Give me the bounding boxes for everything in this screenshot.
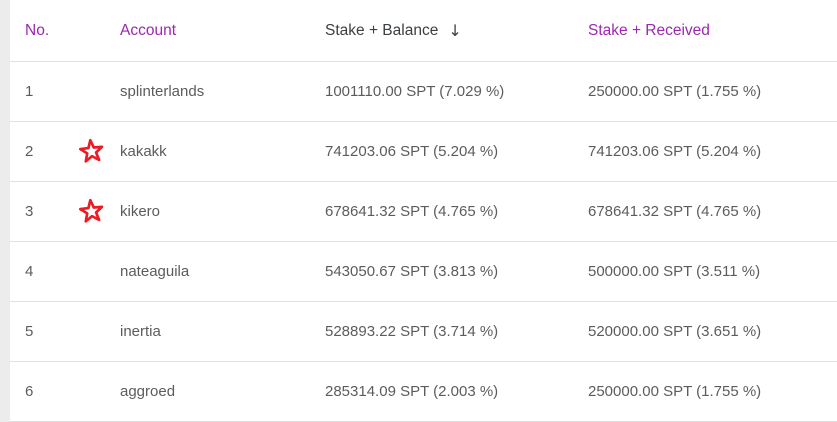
account-cell: splinterlands <box>120 83 205 100</box>
stake-received-cell: 678641.32 SPT (4.765 %) <box>588 203 762 220</box>
sort-descending-icon: ↓ <box>448 21 462 40</box>
rank-cell: 1 <box>25 83 34 100</box>
rank-cell: 5 <box>25 323 34 340</box>
stake-received-cell: 250000.00 SPT (1.755 %) <box>588 83 762 100</box>
stake-received-cell: 500000.00 SPT (3.511 %) <box>588 263 761 280</box>
rank-cell: 6 <box>25 383 34 400</box>
column-header-account[interactable]: Account <box>120 21 177 39</box>
account-cell: aggroed <box>120 383 176 400</box>
stake-balance-cell: 528893.22 SPT (3.714 %) <box>325 323 499 340</box>
table-row: 4 nateaguila 543050.67 SPT (3.813 %) 500… <box>10 242 837 302</box>
column-header-no[interactable]: No. <box>25 21 50 39</box>
rank-cell: 3 <box>25 203 34 220</box>
rank-cell: 4 <box>25 263 34 280</box>
star-cell <box>65 196 120 227</box>
table-row: 6 aggroed 285314.09 SPT (2.003 %) 250000… <box>10 362 837 422</box>
account-cell: kakakk <box>120 143 167 160</box>
favorite-star-icon[interactable] <box>74 194 108 228</box>
table-row: 3 kikero 678641.32 SPT (4.765 %) 678641.… <box>10 182 837 242</box>
stake-received-cell: 520000.00 SPT (3.651 %) <box>588 323 762 340</box>
stake-balance-cell: 678641.32 SPT (4.765 %) <box>325 203 499 220</box>
star-cell <box>65 136 120 167</box>
favorite-star-icon[interactable] <box>74 134 108 168</box>
table-row: 5 inertia 528893.22 SPT (3.714 %) 520000… <box>10 302 837 362</box>
column-header-stake-balance[interactable]: Stake + Balance ↓ <box>325 21 588 40</box>
stake-leaderboard-table: No. Account Stake + Balance ↓ Stake + Re… <box>10 0 837 422</box>
stake-balance-cell: 1001110.00 SPT (7.029 %) <box>325 83 505 100</box>
rank-cell: 2 <box>25 143 34 160</box>
account-cell: kikero <box>120 203 161 220</box>
table-row: 2 kakakk 741203.06 SPT (5.204 %) 741203.… <box>10 122 837 182</box>
stake-received-cell: 250000.00 SPT (1.755 %) <box>588 383 762 400</box>
stake-balance-header-label: Stake + Balance <box>325 21 439 39</box>
stake-balance-cell: 741203.06 SPT (5.204 %) <box>325 143 499 160</box>
account-cell: inertia <box>120 323 161 340</box>
stake-balance-cell: 285314.09 SPT (2.003 %) <box>325 383 499 400</box>
table-header-row: No. Account Stake + Balance ↓ Stake + Re… <box>10 0 837 62</box>
stake-received-cell: 741203.06 SPT (5.204 %) <box>588 143 762 160</box>
table-row: 1 splinterlands 1001110.00 SPT (7.029 %)… <box>10 62 837 122</box>
account-cell: nateaguila <box>120 263 190 280</box>
stake-balance-cell: 543050.67 SPT (3.813 %) <box>325 263 499 280</box>
column-header-stake-received[interactable]: Stake + Received <box>588 21 710 39</box>
